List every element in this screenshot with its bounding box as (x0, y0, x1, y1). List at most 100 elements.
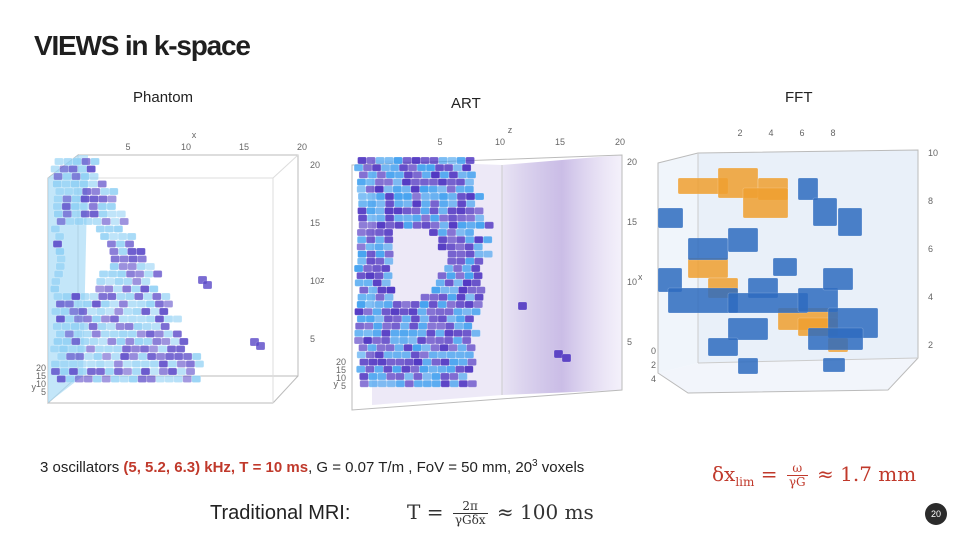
art-voxel (375, 214, 386, 222)
art-voxel (399, 322, 410, 330)
art-voxel (354, 322, 365, 330)
phantom-voxel (161, 337, 171, 346)
art-voxel (393, 156, 403, 165)
phantom-voxel (130, 345, 141, 353)
art-voxel (431, 286, 441, 294)
phantom-voxel (95, 225, 106, 233)
phantom-voxel (94, 285, 105, 293)
phantom-voxel (97, 292, 108, 301)
phantom-voxel (113, 367, 124, 376)
art-voxel (365, 300, 376, 309)
phantom-voxel (91, 315, 102, 323)
art-voxel (381, 329, 391, 338)
art-voxel (354, 279, 365, 287)
art-voxel (402, 207, 412, 215)
art-voxel (384, 192, 395, 201)
art-voxel (474, 207, 484, 215)
phantom-voxel (77, 307, 88, 316)
art-voxel (365, 243, 376, 251)
art-voxel (461, 264, 472, 273)
art-voxel (456, 156, 466, 165)
art-voxel (473, 271, 483, 280)
phantom-voxel (86, 165, 96, 173)
top-tick-label: 6 (799, 128, 804, 138)
phantom-voxel (185, 360, 196, 368)
art-voxel (394, 343, 404, 352)
art-voxel (386, 358, 396, 366)
art-voxel (366, 250, 376, 258)
phantom-voxel (55, 330, 66, 338)
art-voxel (431, 358, 441, 366)
art-voxel (419, 315, 430, 323)
art-voxel (412, 343, 422, 352)
art-voxel (438, 199, 449, 208)
art-voxel (357, 156, 367, 165)
phantom-voxel (151, 322, 161, 331)
phantom-voxel (173, 375, 184, 383)
art-voxel (455, 365, 465, 374)
art-voxel (439, 343, 449, 352)
phantom-voxel (49, 345, 60, 353)
phantom-voxel (127, 315, 138, 323)
phantom-voxel (54, 232, 65, 241)
right-tick-label: 15 (627, 217, 637, 227)
phantom-voxel (65, 217, 75, 226)
phantom-voxel (83, 217, 93, 226)
art-voxel (419, 178, 430, 186)
phantom-voxel (173, 352, 184, 361)
phantom-voxel (137, 255, 147, 263)
phantom-voxel (106, 202, 117, 211)
art-voxel (425, 336, 436, 345)
info-suffix: voxels (537, 459, 585, 476)
art-voxel (476, 286, 486, 294)
phantom-voxel (127, 247, 137, 256)
art-voxel (398, 336, 409, 345)
art-voxel (464, 185, 475, 194)
phantom-voxel (152, 337, 162, 346)
phantom-voxel (146, 352, 157, 361)
phantom-voxel (185, 367, 196, 376)
phantom-voxel (145, 262, 156, 271)
art-voxel (446, 300, 457, 309)
phantom-voxel (70, 322, 80, 331)
phantom-voxel (163, 330, 174, 338)
art-voxel (392, 315, 403, 323)
art-voxel (356, 228, 367, 237)
resolution-formula: δxlim = ω γG ≈ 1.7 mm (712, 462, 916, 490)
art-voxel (455, 315, 466, 323)
art-voxel (482, 235, 493, 244)
phantom-voxel (125, 270, 136, 278)
right-tick-label: 10 (928, 148, 938, 158)
phantom-voxel (50, 165, 60, 173)
art-voxel (393, 199, 404, 208)
art-voxel (372, 279, 383, 287)
art-voxel (417, 329, 427, 338)
phantom-voxel (61, 202, 72, 211)
phantom-voxel (182, 375, 193, 383)
top-tick-label: 10 (181, 142, 191, 152)
art-voxel (384, 250, 394, 258)
phantom-voxel (179, 337, 189, 346)
art-voxel (437, 243, 448, 251)
phantom-voxel (53, 337, 63, 346)
fft-voxel-orange (742, 187, 789, 219)
phantom-voxel (112, 345, 123, 353)
art-voxel (449, 358, 459, 366)
art-voxel (356, 365, 366, 374)
art-voxel (356, 235, 367, 244)
art-voxel (455, 235, 466, 244)
art-voxel (446, 228, 457, 237)
art-voxel (389, 163, 400, 172)
art-voxel (386, 372, 396, 381)
art-voxel (411, 207, 421, 215)
art-voxel (428, 178, 439, 186)
art-voxel (363, 322, 374, 330)
art-voxel (437, 300, 448, 309)
art-voxel (385, 171, 396, 179)
phantom-voxel (175, 345, 186, 353)
phantom-voxel (114, 277, 124, 286)
art-voxel (366, 214, 377, 222)
phantom-voxel (127, 262, 138, 271)
phantom-voxel (131, 360, 142, 368)
